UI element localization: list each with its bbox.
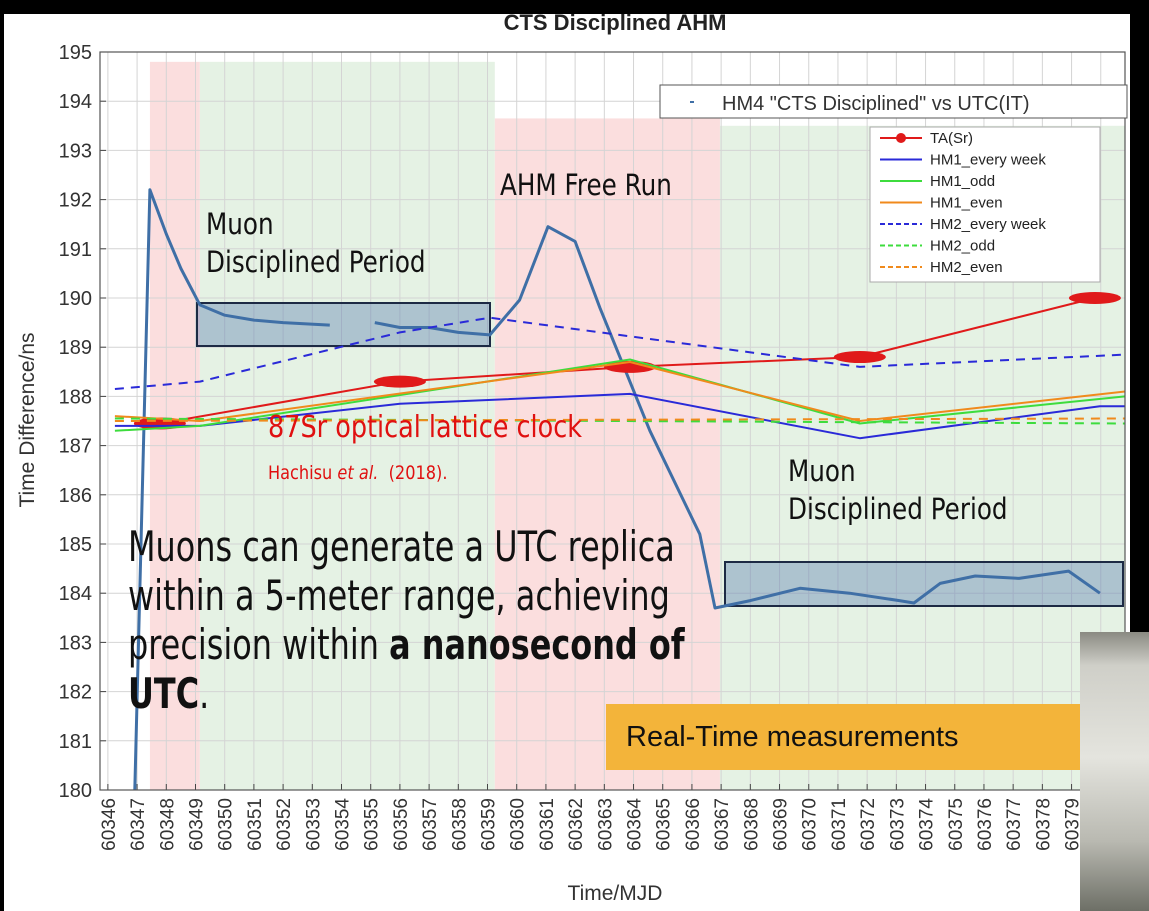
annotation-line: Muon bbox=[788, 452, 1008, 490]
x-tick-label: 60372 bbox=[858, 798, 879, 851]
x-tick-label: 60352 bbox=[274, 798, 295, 851]
x-tick-label: 60350 bbox=[216, 798, 237, 851]
slide: CTS Disciplined AHM Time Difference/ns T… bbox=[0, 0, 1149, 911]
y-tick-label: 184 bbox=[59, 583, 92, 605]
x-tick-label: 60368 bbox=[741, 798, 762, 851]
y-tick-label: 195 bbox=[59, 42, 92, 64]
x-tick-label: 60373 bbox=[887, 798, 908, 851]
x-tick-label: 60347 bbox=[128, 798, 149, 851]
x-tick-label: 60351 bbox=[245, 798, 266, 851]
series-marker bbox=[834, 351, 886, 363]
x-tick-label: 60358 bbox=[449, 798, 470, 851]
citation-author: Hachisu bbox=[268, 462, 332, 484]
legend-marker bbox=[896, 133, 906, 143]
highlight-box bbox=[725, 562, 1123, 606]
x-tick-label: 60376 bbox=[975, 798, 996, 851]
y-tick-label: 194 bbox=[59, 91, 92, 113]
x-tick-label: 60348 bbox=[157, 798, 178, 851]
legend-label: HM4 "CTS Disciplined" vs UTC(IT) bbox=[722, 93, 1030, 115]
legend-label: HM2_odd bbox=[930, 238, 995, 255]
y-tick-label: 183 bbox=[59, 632, 92, 654]
x-tick-label: 60370 bbox=[800, 798, 821, 851]
series-marker bbox=[1069, 292, 1121, 304]
legend-label: HM1_every week bbox=[930, 152, 1046, 169]
y-tick-label: 186 bbox=[59, 485, 92, 507]
annotation-line: Disciplined Period bbox=[206, 243, 426, 281]
x-tick-label: 60375 bbox=[946, 798, 967, 851]
caption-end: . bbox=[199, 669, 209, 718]
citation: Hachisu et al. (2018). bbox=[268, 462, 447, 484]
y-axis-label: Time Difference/ns bbox=[16, 332, 39, 507]
x-tick-label: 60377 bbox=[1004, 798, 1025, 851]
x-tick-label: 60365 bbox=[654, 798, 675, 851]
annotation: Muon Disciplined Period bbox=[788, 452, 1008, 528]
x-tick-label: 60371 bbox=[829, 798, 850, 851]
annotation: AHM Free Run bbox=[500, 168, 672, 202]
x-tick-label: 60353 bbox=[303, 798, 324, 851]
legend-label: HM2_even bbox=[930, 259, 1003, 276]
x-tick-label: 60346 bbox=[99, 798, 120, 851]
y-tick-label: 193 bbox=[59, 140, 92, 162]
annotation-line: Disciplined Period bbox=[788, 490, 1008, 528]
x-tick-label: 60369 bbox=[771, 798, 792, 851]
annotation-line: Muon bbox=[206, 205, 426, 243]
banner: Real-Time measurements bbox=[606, 704, 1080, 770]
y-tick-label: 182 bbox=[59, 682, 92, 704]
x-tick-label: 60362 bbox=[566, 798, 587, 851]
x-tick-label: 60355 bbox=[362, 798, 383, 851]
legend-label: TA(Sr) bbox=[930, 130, 973, 147]
y-tick-label: 181 bbox=[59, 731, 92, 753]
x-tick-label: 60356 bbox=[391, 798, 412, 851]
x-tick-label: 60357 bbox=[420, 798, 441, 851]
y-tick-label: 180 bbox=[59, 780, 92, 802]
photo bbox=[1080, 632, 1149, 911]
y-tick-label: 188 bbox=[59, 386, 92, 408]
y-tick-label: 191 bbox=[59, 239, 92, 261]
x-tick-label: 60374 bbox=[917, 798, 938, 851]
x-tick-label: 60366 bbox=[683, 798, 704, 851]
y-tick-label: 189 bbox=[59, 337, 92, 359]
x-tick-label: 60354 bbox=[333, 798, 354, 851]
y-tick-label: 187 bbox=[59, 436, 92, 458]
y-tick-label: 192 bbox=[59, 190, 92, 212]
x-tick-label: 60363 bbox=[595, 798, 616, 851]
x-tick-label: 60367 bbox=[712, 798, 733, 851]
x-tick-label: 60359 bbox=[479, 798, 500, 851]
chart-title: CTS Disciplined AHM bbox=[504, 10, 727, 35]
annotation: Muon Disciplined Period bbox=[206, 205, 426, 281]
y-tick-label: 190 bbox=[59, 288, 92, 310]
x-tick-label: 60361 bbox=[537, 798, 558, 851]
y-tick-label: 185 bbox=[59, 534, 92, 556]
legend-label: HM1_odd bbox=[930, 173, 995, 190]
citation-etal: et al. bbox=[337, 462, 378, 484]
series-marker bbox=[374, 376, 426, 388]
x-tick-label: 60349 bbox=[186, 798, 207, 851]
citation-year: (2018). bbox=[389, 462, 448, 484]
x-tick-label: 60364 bbox=[625, 798, 646, 851]
x-axis-label: Time/MJD bbox=[568, 882, 663, 905]
x-tick-label: 60378 bbox=[1033, 798, 1054, 851]
legend-label: HM1_even bbox=[930, 195, 1003, 212]
x-tick-label: 60360 bbox=[508, 798, 529, 851]
caption: Muons can generate a UTC replica within … bbox=[128, 522, 690, 718]
annotation: 87Sr optical lattice clock bbox=[268, 410, 582, 445]
legend-label: HM2_every week bbox=[930, 216, 1046, 233]
